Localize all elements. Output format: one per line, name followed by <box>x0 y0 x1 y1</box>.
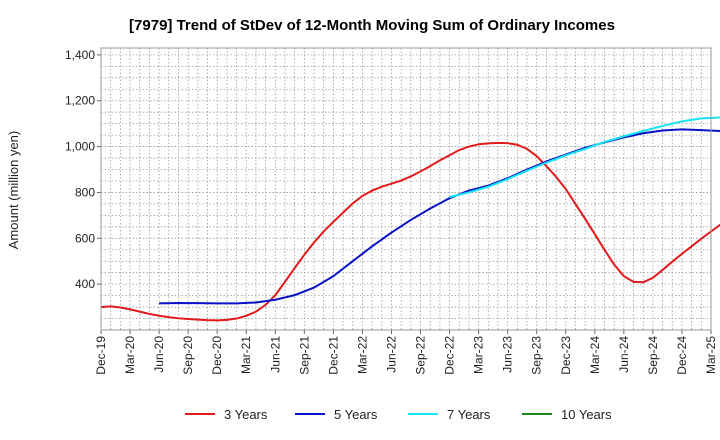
y-tick-label: 800 <box>75 185 95 199</box>
y-axis-ticks: 400 600 800 1,000 1,200 1,400 <box>65 48 101 291</box>
x-tick-label: Jun-24 <box>617 336 631 373</box>
x-tick-label: Mar-24 <box>588 336 602 374</box>
x-tick-label: Mar-21 <box>239 336 253 374</box>
x-tick-label: Dec-24 <box>675 336 689 375</box>
series-line-3-years <box>100 141 720 322</box>
x-tick-label: Mar-22 <box>355 336 369 374</box>
series-line-7-years <box>449 116 720 198</box>
legend-label-10-years: 10 Years <box>561 407 612 422</box>
x-tick-label: Jun-21 <box>268 336 282 373</box>
x-tick-label: Dec-22 <box>443 336 457 375</box>
x-tick-label: Sep-22 <box>414 336 428 375</box>
legend-label-7-years: 7 Years <box>447 407 491 422</box>
x-tick-label: Dec-23 <box>559 336 573 375</box>
x-tick-label: Sep-20 <box>181 336 195 375</box>
y-axis-label: Amount (million yen) <box>6 131 21 250</box>
x-axis-ticks: Dec-19 Mar-20 Jun-20 Sep-20 Dec-20 Mar-21 Jun-… <box>94 330 718 375</box>
x-tick-label: Jun-22 <box>384 336 398 373</box>
x-tick-label: Sep-23 <box>530 336 544 375</box>
series-lines <box>100 116 720 322</box>
x-tick-label: Sep-21 <box>297 336 311 375</box>
x-tick-label: Dec-19 <box>94 336 108 375</box>
x-tick-label: Mar-20 <box>123 336 137 374</box>
legend-label-5-years: 5 Years <box>334 407 378 422</box>
y-tick-label: 400 <box>75 277 95 291</box>
chart-title: [7979] Trend of StDev of 12-Month Moving… <box>129 17 615 34</box>
x-tick-label: Jun-20 <box>152 336 166 373</box>
x-tick-label: Mar-23 <box>472 336 486 374</box>
y-tick-label: 1,000 <box>65 140 95 154</box>
plot-frame <box>100 47 712 331</box>
x-tick-label: Dec-21 <box>326 336 340 375</box>
y-tick-label: 1,200 <box>65 94 95 108</box>
legend: 3 Years 5 Years 7 Years 10 Years <box>185 407 612 422</box>
grid <box>101 48 711 330</box>
x-tick-label: Mar-25 <box>704 336 718 374</box>
x-tick-label: Dec-20 <box>210 336 224 375</box>
legend-label-3-years: 3 Years <box>224 407 268 422</box>
y-tick-label: 1,400 <box>65 48 95 62</box>
y-tick-label: 600 <box>75 231 95 245</box>
x-tick-label: Jun-23 <box>501 336 515 373</box>
x-tick-label: Sep-24 <box>646 336 660 375</box>
